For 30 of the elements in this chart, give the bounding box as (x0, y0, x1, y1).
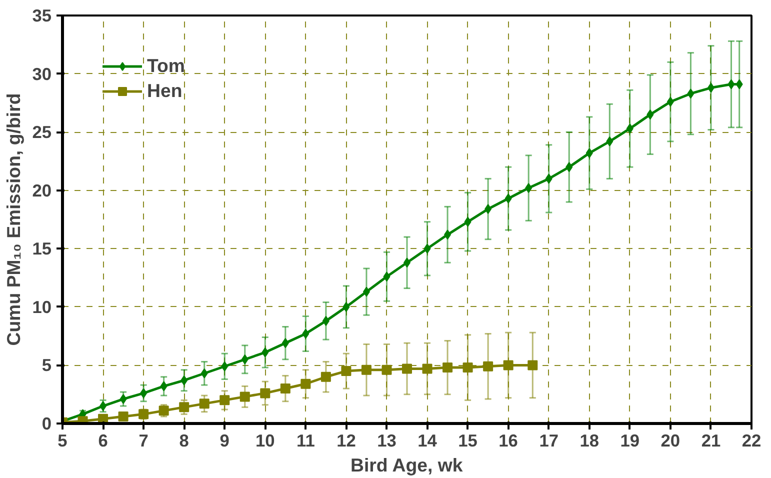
y-tick-label: 35 (32, 6, 52, 26)
x-tick-label: 20 (660, 430, 680, 450)
x-tick-label: 21 (701, 430, 721, 450)
x-tick-label: 15 (458, 430, 478, 450)
y-tick-label: 20 (32, 180, 52, 200)
legend-label: Tom (147, 55, 185, 77)
x-tick-label: 6 (98, 430, 108, 450)
x-tick-label: 16 (498, 430, 518, 450)
x-tick-label: 11 (296, 430, 316, 450)
x-tick-label: 12 (336, 430, 356, 450)
x-tick-label: 9 (220, 430, 230, 450)
x-tick-label: 22 (742, 430, 762, 450)
legend-label: Hen (147, 80, 182, 102)
y-tick-label: 30 (32, 64, 52, 84)
x-tick-label: 14 (418, 430, 438, 450)
x-tick-label: 10 (256, 430, 275, 450)
y-tick-label: 5 (42, 355, 52, 376)
x-tick-label: 18 (580, 430, 600, 450)
x-tick-label: 17 (539, 430, 558, 450)
x-tick-label: 19 (620, 430, 640, 450)
x-tick-label: 7 (138, 430, 148, 450)
y-axis-title: Cumu PM₁₀ Emission, g/bird (3, 93, 24, 346)
y-tick-label: 25 (32, 122, 52, 142)
x-tick-label: 13 (377, 430, 397, 450)
y-tick-label: 10 (32, 296, 52, 317)
x-tick-label: 5 (58, 430, 68, 450)
y-tick-label: 15 (32, 238, 52, 259)
x-axis-title: Bird Age, wk (350, 454, 464, 476)
y-tick-label: 0 (42, 414, 52, 434)
x-tick-label: 8 (179, 430, 190, 450)
